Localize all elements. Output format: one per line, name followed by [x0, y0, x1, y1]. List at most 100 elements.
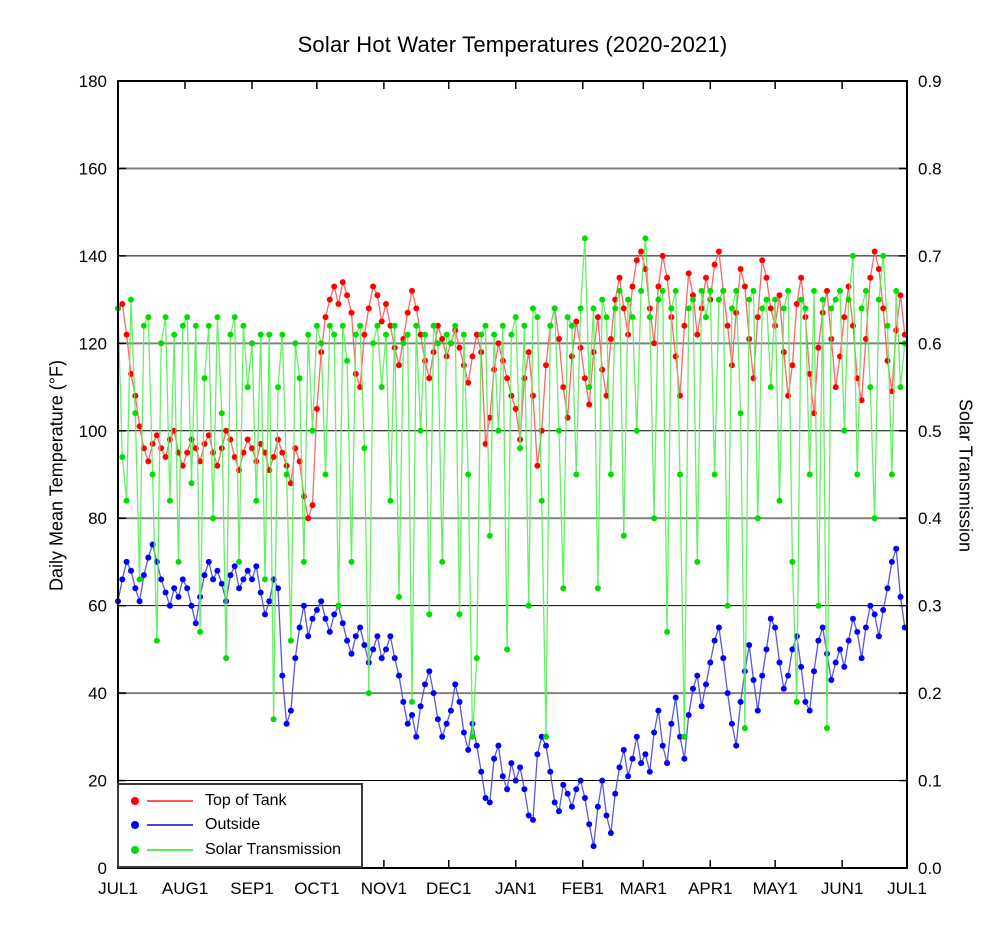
data-point	[616, 764, 623, 771]
data-point	[179, 322, 186, 329]
data-point	[759, 305, 766, 312]
data-point	[396, 362, 402, 369]
data-point	[396, 672, 402, 679]
data-point	[348, 558, 355, 565]
data-point	[326, 296, 333, 303]
legend-marker-icon	[131, 797, 139, 806]
data-point	[210, 576, 217, 583]
data-point	[465, 471, 472, 478]
data-point	[158, 576, 165, 583]
data-point	[711, 637, 718, 644]
data-point	[530, 392, 536, 399]
data-point	[145, 314, 152, 321]
data-point	[789, 646, 796, 653]
data-point	[594, 585, 601, 592]
data-point	[162, 589, 169, 596]
data-point	[862, 287, 869, 294]
data-point	[750, 287, 757, 294]
data-point	[767, 305, 774, 312]
left-tick-label: 60	[88, 597, 107, 616]
data-point	[227, 331, 234, 338]
data-point	[599, 366, 606, 373]
data-point	[231, 454, 238, 460]
data-point	[659, 742, 666, 749]
data-point	[525, 349, 532, 356]
data-point	[473, 331, 480, 338]
data-point	[391, 655, 398, 662]
data-point	[231, 314, 238, 321]
data-point	[824, 287, 830, 294]
data-point	[443, 331, 450, 338]
data-point	[305, 331, 312, 338]
data-point	[633, 733, 640, 740]
data-point	[275, 585, 281, 592]
data-point	[711, 261, 718, 268]
data-point	[339, 322, 346, 329]
data-point	[551, 799, 558, 806]
data-point	[184, 585, 191, 592]
data-point	[590, 349, 597, 356]
data-point	[625, 296, 632, 303]
data-point	[893, 287, 900, 294]
data-point	[806, 370, 813, 377]
data-point	[517, 764, 524, 771]
data-point	[633, 427, 640, 434]
data-point	[620, 305, 627, 312]
data-point	[456, 698, 463, 705]
data-point	[344, 357, 351, 364]
data-point	[422, 681, 428, 688]
data-point	[733, 309, 740, 316]
data-point	[292, 340, 299, 347]
data-point	[746, 296, 753, 303]
data-point	[482, 795, 489, 801]
data-point	[897, 292, 904, 299]
data-point	[815, 344, 822, 351]
x-tick-label: MAR1	[620, 879, 667, 898]
data-point	[145, 458, 152, 465]
data-point	[776, 659, 783, 666]
data-point	[811, 287, 817, 294]
data-point	[633, 257, 640, 264]
data-point	[845, 296, 852, 303]
data-point	[806, 471, 813, 478]
data-point	[396, 593, 402, 600]
data-point	[236, 585, 243, 592]
data-point	[430, 322, 437, 329]
data-point	[884, 322, 891, 329]
data-point	[309, 427, 316, 434]
data-point	[404, 331, 411, 338]
data-point	[884, 357, 891, 364]
data-point	[655, 296, 662, 303]
right-tick-label: 0.7	[918, 247, 942, 266]
left-tick-label: 100	[79, 422, 107, 441]
data-point	[659, 287, 666, 294]
data-point	[724, 602, 731, 609]
data-point	[409, 287, 415, 294]
data-point	[244, 436, 251, 443]
data-point	[577, 305, 584, 312]
data-point	[819, 624, 826, 631]
data-point	[313, 322, 320, 329]
data-point	[179, 462, 186, 469]
data-point	[551, 305, 558, 312]
data-point	[556, 336, 562, 342]
data-point	[594, 314, 601, 321]
data-point	[499, 322, 506, 329]
left-tick-label: 140	[79, 247, 107, 266]
right-tick-label: 0.9	[918, 72, 942, 91]
data-point	[344, 637, 351, 644]
x-tick-label: MAY1	[753, 879, 798, 898]
data-point	[465, 379, 472, 386]
data-point	[668, 720, 675, 727]
data-point	[495, 340, 502, 347]
data-point	[504, 375, 511, 382]
legend-item-top-of-tank: Top of Tank	[131, 789, 361, 813]
data-point	[322, 615, 329, 622]
data-point	[581, 795, 588, 801]
data-point	[720, 655, 727, 662]
data-point	[504, 646, 511, 653]
data-point	[754, 515, 761, 522]
data-point	[482, 440, 489, 447]
data-point	[434, 322, 441, 329]
data-point	[746, 642, 753, 648]
